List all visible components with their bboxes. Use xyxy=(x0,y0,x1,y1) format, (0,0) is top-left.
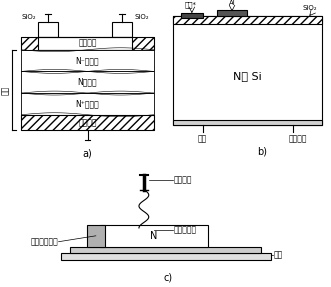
Bar xyxy=(22,115,154,131)
Text: b): b) xyxy=(258,146,267,156)
Bar xyxy=(87,225,105,247)
Text: N型 Si: N型 Si xyxy=(233,71,262,81)
Text: 支架: 支架 xyxy=(273,250,282,259)
Text: SiO₂: SiO₂ xyxy=(22,14,36,20)
Text: N型基片: N型基片 xyxy=(78,78,97,87)
Text: 欧姆接触电极: 欧姆接触电极 xyxy=(31,237,59,246)
Text: SiO₂: SiO₂ xyxy=(134,14,149,20)
Bar xyxy=(173,120,322,125)
Text: 硅片: 硅片 xyxy=(1,86,10,95)
Bar xyxy=(22,71,154,93)
Bar xyxy=(132,37,154,50)
Text: 电极*: 电极* xyxy=(185,2,197,8)
Bar xyxy=(61,253,271,260)
Bar xyxy=(22,50,154,71)
Bar xyxy=(71,247,261,253)
Text: c): c) xyxy=(164,272,173,282)
Text: N⁻外延层: N⁻外延层 xyxy=(76,56,99,65)
Text: 半导体晶片: 半导体晶片 xyxy=(173,225,196,234)
Bar xyxy=(38,37,132,50)
Text: 金属触针: 金属触针 xyxy=(173,175,192,184)
Text: 电极: 电极 xyxy=(198,134,207,144)
Text: Al: Al xyxy=(229,0,235,6)
Text: N: N xyxy=(150,231,157,241)
Text: 欧姆接触: 欧姆接触 xyxy=(288,134,307,144)
Bar xyxy=(217,10,247,16)
Text: 阴极金属: 阴极金属 xyxy=(78,118,97,127)
Text: a): a) xyxy=(83,148,92,158)
Bar xyxy=(173,16,322,24)
Text: N⁺阳极层: N⁺阳极层 xyxy=(76,99,99,108)
Bar xyxy=(173,16,322,125)
Bar xyxy=(22,37,154,50)
Bar xyxy=(22,93,154,115)
Bar xyxy=(113,22,132,37)
Text: 阳极金属: 阳极金属 xyxy=(78,39,97,48)
Bar xyxy=(173,16,322,24)
Bar xyxy=(22,115,154,131)
Bar xyxy=(100,225,208,247)
Bar xyxy=(38,22,58,37)
Text: SiO₂: SiO₂ xyxy=(303,5,317,11)
Bar xyxy=(181,13,203,18)
Bar xyxy=(22,37,38,50)
